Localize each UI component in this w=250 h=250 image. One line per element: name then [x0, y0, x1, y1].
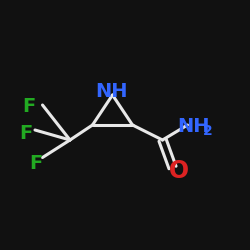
Text: F: F: [30, 154, 43, 173]
Text: 2: 2: [202, 124, 212, 138]
Text: F: F: [20, 124, 33, 143]
Text: O: O: [169, 159, 189, 183]
Text: NH: NH: [95, 82, 128, 101]
Text: NH: NH: [178, 117, 210, 136]
Text: F: F: [22, 97, 36, 116]
